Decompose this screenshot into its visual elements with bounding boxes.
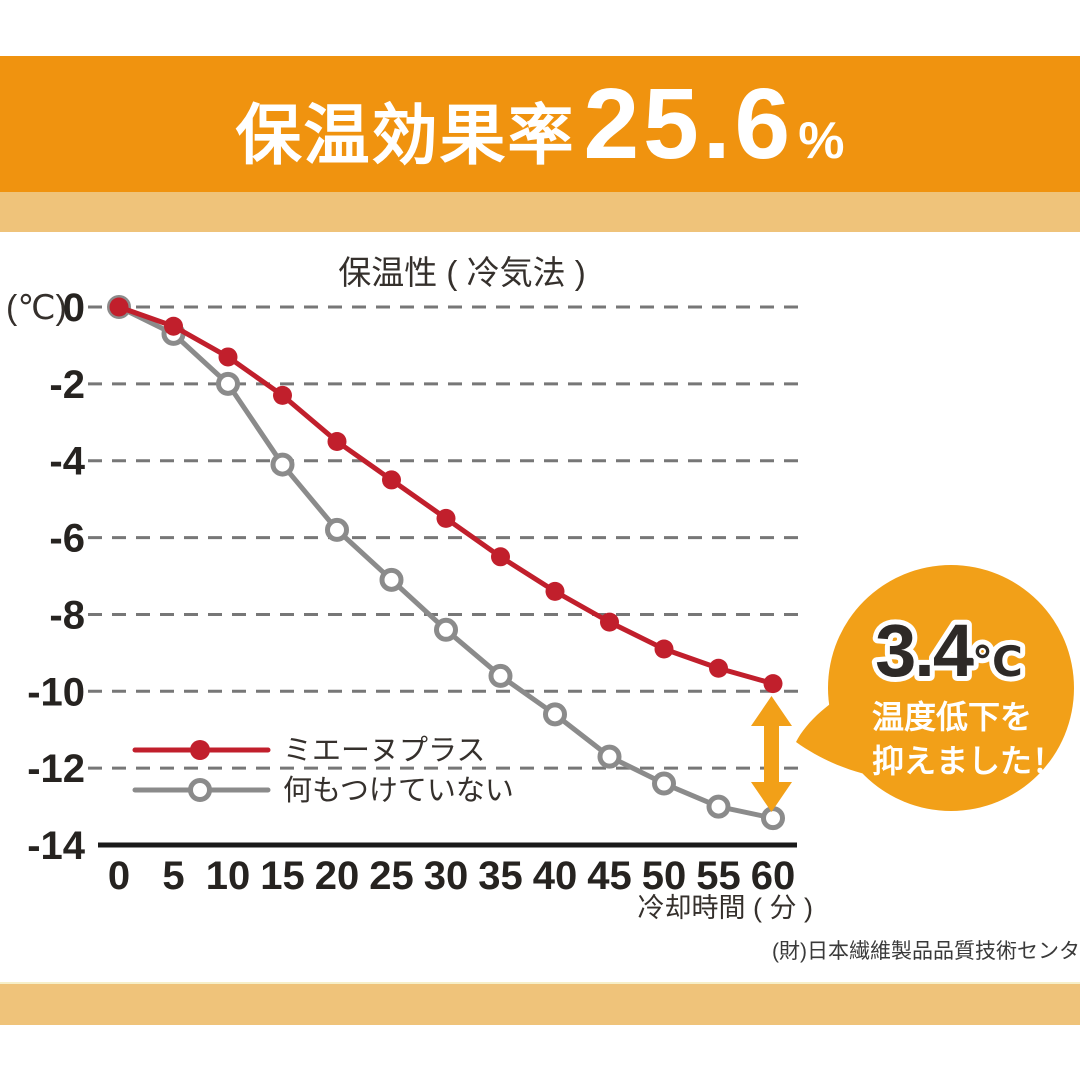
callout-value: 3.4℃ [875,609,1021,692]
callout-degree-unit: ℃ [972,638,1021,685]
data-point-filled [109,297,129,317]
data-point-open [652,771,676,796]
callout-text-line2: 抑えました！ [872,743,1064,779]
data-point-filled [273,385,292,405]
y-tick-label: -4 [49,440,85,484]
data-point-filled [436,508,456,528]
source-credit: (財)日本繊維製品品質技術センター調べ [772,940,1080,963]
data-point-filled [382,470,401,490]
x-tick-label: 0 [108,854,130,898]
data-point-filled [600,612,619,632]
gridlines [88,305,805,770]
x-tick-label: 45 [587,854,632,898]
banner-percent-sign: % [798,111,845,170]
x-tick-label: 55 [696,854,741,898]
x-tick-label: 40 [533,854,578,898]
x-tick-label: 15 [260,854,305,898]
data-point-filled [654,639,674,659]
double-arrow-icon [751,696,792,812]
legend-label: ミエーヌプラス [283,735,485,767]
y-tick-label: -14 [27,824,86,868]
x-tick-label: 20 [315,854,360,898]
data-point-filled [709,658,728,678]
data-point-filled [327,432,347,452]
y-axis-tick-labels: 0 -2 -4 -6 -8 -10 -12 -14 [27,286,86,868]
data-series [107,295,785,831]
banner-text: 保温効果率 25.6 % [236,67,845,182]
data-point-open [216,371,240,396]
callout-number: 3.4 [875,609,974,692]
accent-stripe-bottom [0,982,1080,1025]
data-point-open [488,663,513,688]
data-point-open [379,567,404,592]
data-point-filled [545,581,565,601]
y-tick-label: -8 [49,593,85,637]
x-tick-label: 5 [162,854,184,898]
legend-marker-open [188,778,212,802]
y-tick-label: -10 [27,670,85,714]
data-point-open [543,702,567,727]
y-axis-unit-label: (℃) [6,289,67,327]
data-point-filled [491,547,510,567]
data-point-filled [218,347,238,367]
banner-title: 保温効果率 [235,97,576,172]
x-tick-label: 25 [369,854,414,898]
callout-text-line1: 温度低下を [872,699,1032,735]
banner: 保温効果率 25.6 % [0,56,1080,192]
data-point-open [325,517,349,542]
data-point-open [761,806,785,831]
x-tick-label: 30 [424,854,469,898]
data-point-filled [763,674,783,694]
y-tick-label: -12 [27,747,85,791]
legend-label: 何もつけていない [283,774,514,807]
speech-bubble-circle [828,565,1074,811]
y-tick-label: 0 [63,286,85,330]
banner-percent-value: 25.6 [583,67,795,180]
x-tick-label: 50 [642,854,687,898]
data-point-open [706,794,731,819]
difference-annotation: 3.4℃ 温度低下を 抑えました！ [751,565,1074,812]
data-point-open [434,617,458,642]
accent-stripe-top [0,192,1080,232]
x-tick-label: 60 [751,854,796,898]
x-tick-label: 10 [206,854,251,898]
chart-title: 保温性 ( 冷気法 ) [338,254,585,291]
data-point-filled [164,316,183,336]
data-point-open [270,452,295,477]
y-tick-label: -2 [49,363,85,407]
data-point-open [597,744,622,769]
x-axis-tick-labels: 0 5 10 15 20 25 30 35 40 45 50 55 60 [108,854,795,898]
y-tick-label: -6 [49,517,85,561]
speech-bubble: 3.4℃ 温度低下を 抑えました！ [796,565,1074,811]
legend-marker-filled [190,740,210,760]
x-axis-title: 冷却時間 ( 分 ) [638,893,814,923]
x-tick-label: 35 [478,854,523,898]
